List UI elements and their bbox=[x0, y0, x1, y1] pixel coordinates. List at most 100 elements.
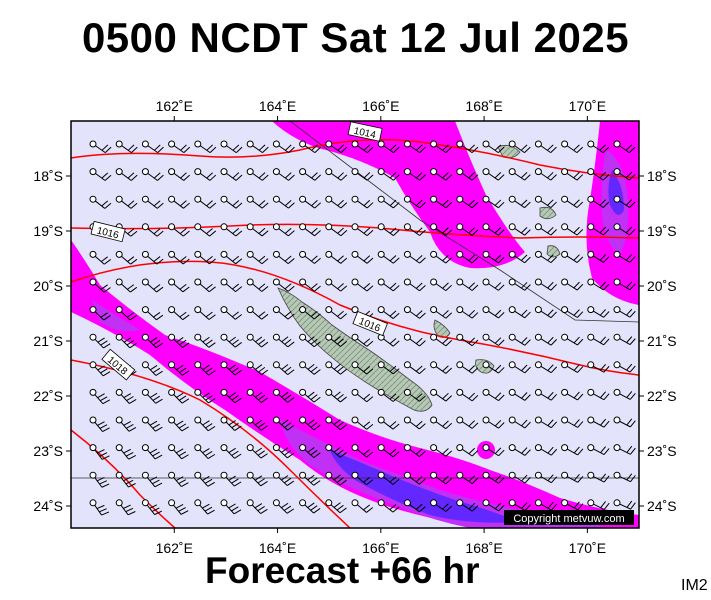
wind-barb bbox=[220, 250, 243, 265]
wind-barb bbox=[272, 499, 295, 514]
wind-barb bbox=[168, 278, 190, 293]
wind-barb bbox=[89, 444, 110, 460]
wind-barb bbox=[613, 361, 636, 373]
wind-barb bbox=[168, 499, 189, 515]
wind-barb bbox=[220, 416, 242, 431]
wind-barb bbox=[299, 250, 321, 264]
wind-barb bbox=[587, 333, 610, 346]
wind-barb bbox=[325, 444, 347, 458]
wind-barb bbox=[89, 499, 110, 516]
wind-barb bbox=[299, 361, 321, 375]
wind-barb bbox=[482, 195, 505, 209]
wind-barb bbox=[430, 471, 453, 485]
lon-label-bottom: 166˚E bbox=[362, 540, 399, 556]
lat-label-left: 19˚S bbox=[33, 223, 63, 239]
wind-barb bbox=[220, 444, 242, 459]
wind-barb bbox=[534, 306, 557, 319]
wind-barb bbox=[613, 416, 636, 428]
lat-label-right: 22˚S bbox=[647, 388, 677, 404]
lon-label-top: 162˚E bbox=[156, 98, 193, 114]
wind-barb bbox=[430, 223, 453, 236]
wind-barb bbox=[482, 278, 505, 291]
wind-barb bbox=[587, 306, 610, 318]
wind-barb bbox=[456, 140, 479, 154]
wind-barb bbox=[272, 471, 295, 486]
wind-barb bbox=[561, 250, 584, 263]
wind-barb bbox=[325, 499, 347, 514]
wind-barb bbox=[220, 306, 243, 320]
wind-barb bbox=[141, 471, 163, 488]
wind-barb bbox=[403, 444, 426, 457]
wind-barb bbox=[456, 444, 479, 457]
wind-barb bbox=[403, 250, 426, 264]
wind-barb bbox=[246, 168, 269, 181]
wind-barb bbox=[141, 444, 163, 460]
wind-barb bbox=[482, 361, 505, 374]
wind-barb bbox=[456, 416, 479, 429]
wind-barb bbox=[246, 278, 269, 292]
new-caledonia-island bbox=[277, 287, 433, 412]
wind-barb bbox=[220, 361, 242, 376]
wind-barb bbox=[89, 416, 110, 432]
wind-barb bbox=[246, 361, 269, 376]
wind-barb bbox=[246, 306, 269, 320]
wind-barb bbox=[508, 278, 531, 291]
wind-barb bbox=[613, 333, 636, 346]
wind-barb bbox=[482, 416, 505, 429]
wind-barb bbox=[508, 195, 531, 209]
lat-label-right: 18˚S bbox=[647, 168, 677, 184]
wind-barb bbox=[351, 444, 374, 458]
lat-label-right: 20˚S bbox=[647, 278, 677, 294]
wind-barb bbox=[220, 140, 243, 154]
wind-barb bbox=[299, 499, 321, 514]
wind-barb bbox=[141, 195, 164, 209]
wind-barb bbox=[141, 140, 164, 154]
wind-barb bbox=[272, 250, 295, 265]
wind-barb bbox=[351, 416, 374, 430]
wind-barb bbox=[430, 168, 453, 181]
wind-barb bbox=[561, 195, 584, 208]
wind-barb bbox=[403, 140, 426, 154]
wind-barb bbox=[168, 388, 190, 404]
wind-barb bbox=[246, 140, 269, 154]
wind-barb bbox=[587, 416, 610, 428]
wind-barb bbox=[456, 168, 479, 181]
wind-barb bbox=[561, 306, 584, 318]
wind-barb bbox=[194, 250, 216, 265]
wind-barb bbox=[325, 471, 347, 486]
wind-barb bbox=[534, 195, 557, 209]
wind-barb bbox=[430, 333, 453, 347]
wind-barb bbox=[508, 471, 531, 484]
wind-barb bbox=[430, 361, 453, 374]
wind-barb bbox=[508, 168, 531, 181]
wind-barb bbox=[272, 223, 295, 237]
wind-barb bbox=[115, 195, 138, 209]
wind-barb bbox=[534, 250, 557, 264]
wind-barb bbox=[194, 388, 216, 404]
wind-barb bbox=[141, 416, 163, 432]
wind-barb bbox=[377, 250, 400, 264]
wind-barb bbox=[561, 278, 584, 291]
wind-barb bbox=[482, 333, 505, 346]
wind-barb bbox=[272, 278, 295, 292]
wind-barb bbox=[325, 140, 348, 154]
wind-barb bbox=[587, 195, 610, 208]
wind-barb bbox=[89, 278, 111, 293]
wind-barb bbox=[351, 195, 374, 209]
wind-barb bbox=[168, 444, 189, 460]
wind-barb bbox=[456, 278, 479, 291]
lat-label-left: 22˚S bbox=[33, 388, 63, 404]
wind-barb bbox=[272, 444, 295, 459]
wind-barb bbox=[587, 278, 610, 291]
lat-label-left: 20˚S bbox=[33, 278, 63, 294]
lat-label-left: 23˚S bbox=[33, 443, 63, 459]
wind-barb bbox=[246, 416, 268, 431]
lon-label-bottom: 168˚E bbox=[465, 540, 502, 556]
wind-barb bbox=[325, 333, 348, 347]
wind-barb bbox=[534, 168, 557, 181]
wind-barb bbox=[89, 471, 110, 488]
wind-barb bbox=[246, 223, 269, 237]
wind-barb bbox=[613, 168, 636, 181]
wind-barb bbox=[89, 388, 111, 405]
